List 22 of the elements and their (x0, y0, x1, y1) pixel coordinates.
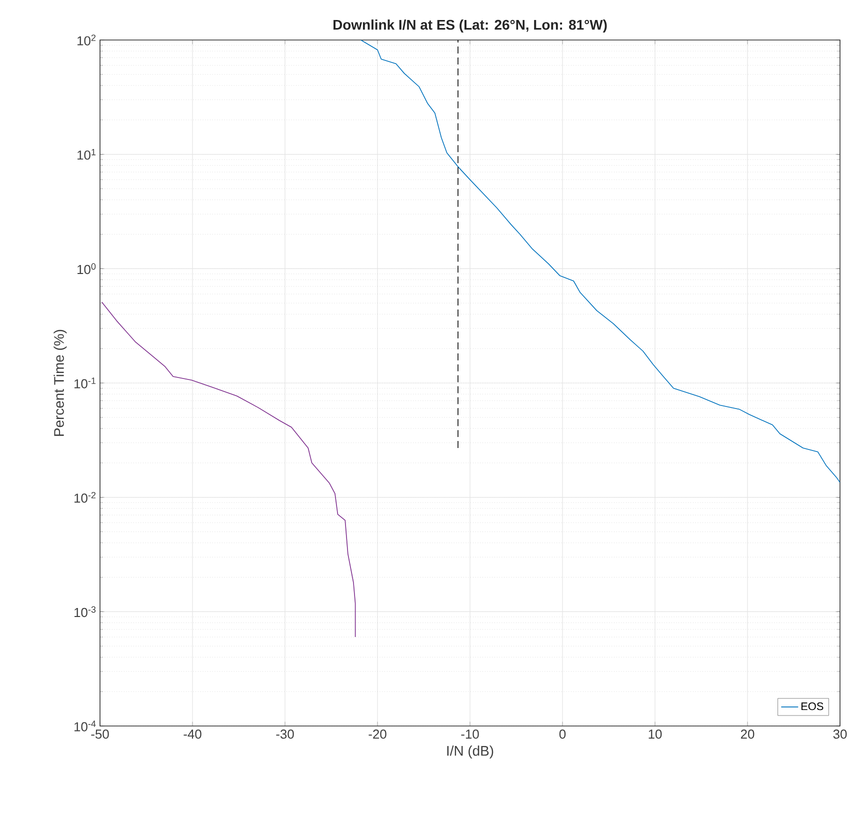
x-tick-label: -10 (461, 730, 479, 739)
x-tick-label: 0 (559, 730, 566, 739)
x-tick-label: -20 (368, 730, 386, 739)
y-tick-label: 10$^{2}$ (78, 34, 96, 46)
y-tick-label: 10$^{-2}$ (74, 492, 96, 503)
y-tick-label: 10$^{0}$ (78, 263, 96, 274)
y-tick-label: 10$^{-4}$ (74, 720, 96, 732)
x-tick-label: 20 (740, 730, 754, 739)
line-series (360, 40, 840, 483)
y-tick-label: 10$^{1}$ (78, 148, 96, 160)
y-axis-title: Percent Time (%) (54, 330, 67, 436)
x-tick-label: -30 (276, 730, 294, 739)
x-tick-label: 10 (648, 730, 662, 739)
x-tick-label: -40 (184, 730, 202, 739)
x-axis-title: I/N (dB) (447, 746, 494, 759)
x-tick-label: 30 (833, 730, 847, 739)
chart-title: Downlink I/N at ES (Lat: 26°N, Lon: 81°W) (334, 19, 607, 32)
line-series (101, 302, 356, 638)
x-tick-label: -50 (91, 730, 109, 739)
legend-label: EOS (801, 702, 824, 710)
y-tick-label: 10$^{-3}$ (74, 606, 96, 618)
y-tick-label: 10$^{-1}$ (74, 378, 96, 388)
